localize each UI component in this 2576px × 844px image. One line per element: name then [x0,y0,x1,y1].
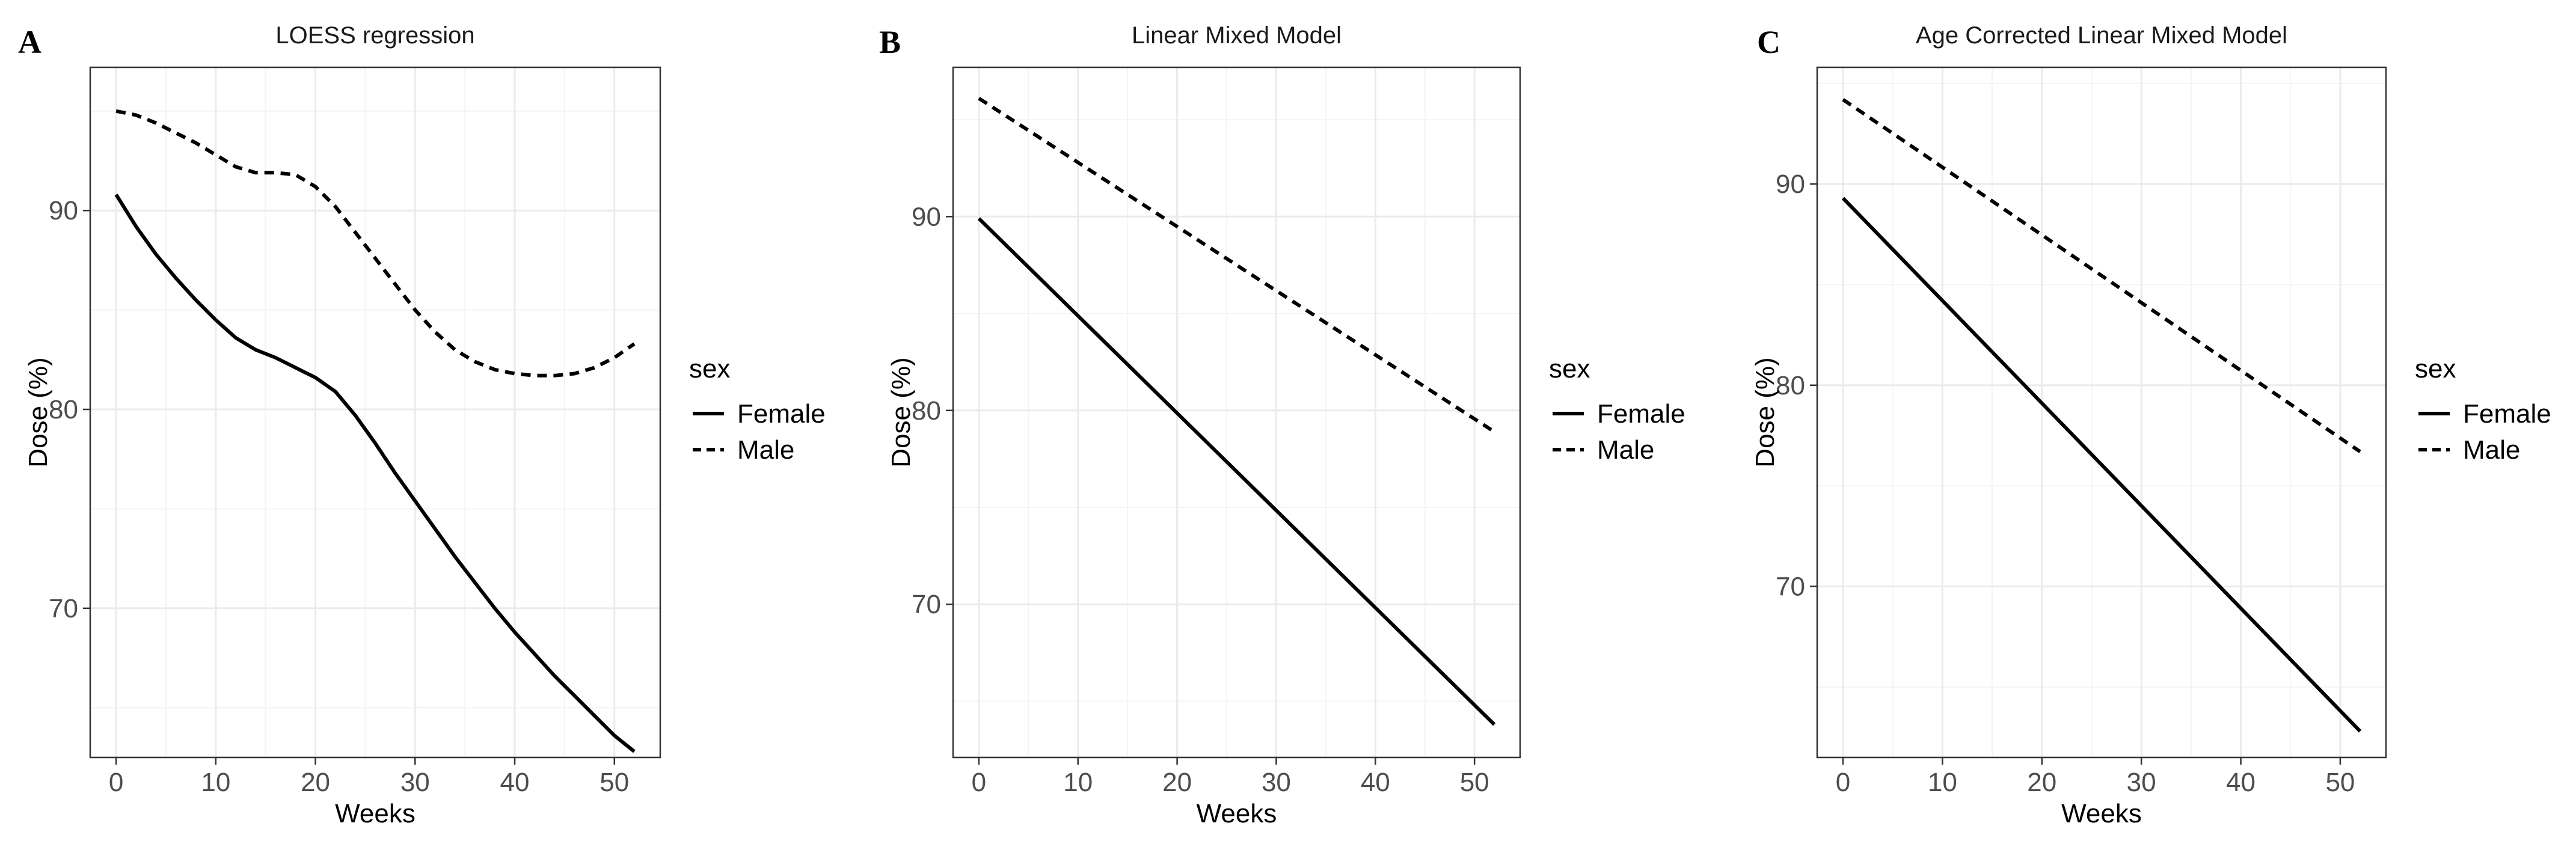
panel-c: C Age Corrected Linear Mixed Model 0 10 20 30… [1750,22,2551,828]
legend-label-male: Male [1597,435,1654,465]
plot-background [90,67,660,757]
series-line-female [1841,197,2362,733]
series-line-female [114,194,636,753]
panel-letter: C [1757,24,1780,60]
y-tick-label: 90 [49,196,78,225]
x-tick-label: 10 [1928,768,1957,797]
legend-title: sex [1549,354,1590,384]
y-tick-label: 80 [912,396,941,426]
y-axis-label: Dose (%) [886,357,916,467]
series-line-male [978,97,1495,433]
plot-title: Linear Mixed Model [1132,22,1342,49]
y-tick-label: 70 [912,590,941,619]
y-tick-label: 80 [49,395,78,424]
legend-title: sex [689,354,730,384]
panel-border [952,66,1521,759]
series-line-female [977,217,1496,726]
x-axis-label: Weeks [2061,799,2142,828]
x-tick-label: 10 [201,768,230,797]
legend-title: sex [2415,354,2456,384]
x-axis-label: Weeks [335,799,416,828]
x-tick-label: 0 [109,768,123,797]
panel-letter: B [879,24,901,60]
x-tick-label: 50 [1460,768,1489,797]
x-tick-label: 10 [1063,768,1093,797]
plot-background [1817,67,2386,757]
gridlines [90,67,660,757]
panel-a: A LOESS regression 0 10 20 30 40 50 70 80 90 Weeks D… [18,22,826,828]
x-tick-label: 50 [600,768,629,797]
x-tick-label: 30 [400,768,430,797]
x-tick-label: 50 [2325,768,2355,797]
x-tick-label: 0 [1836,768,1850,797]
x-tick-label: 40 [1361,768,1390,797]
x-tick-label: 20 [1162,768,1192,797]
y-tick-label: 70 [49,594,78,623]
legend-label-female: Female [1597,399,1685,429]
panel-letter: A [18,24,41,60]
x-axis-label: Weeks [1197,799,1277,828]
x-tick-label: 30 [2127,768,2156,797]
gridlines [953,67,1520,757]
y-tick-label: 90 [1776,170,1805,199]
gridlines [1817,67,2386,757]
plot-background [953,67,1520,757]
plot-title: LOESS regression [275,22,474,49]
y-tick-label: 80 [1776,371,1805,400]
y-axis-label: Dose (%) [23,357,53,467]
legend-label-female: Female [2463,399,2551,429]
panel-border [89,66,661,759]
x-tick-label: 20 [301,768,330,797]
x-tick-label: 0 [972,768,986,797]
legend-label-male: Male [737,435,794,465]
y-axis-label: Dose (%) [1750,357,1780,467]
x-tick-label: 20 [2027,768,2056,797]
x-tick-label: 40 [500,768,530,797]
y-tick-label: 90 [912,202,941,231]
legend-label-female: Female [737,399,826,429]
panel-b: B Linear Mixed Model 0 10 20 30 40 50 70 80 90 Week… [879,22,1685,828]
y-tick-label: 70 [1776,572,1805,602]
series-line-male [1842,98,2361,453]
x-tick-label: 30 [1262,768,1291,797]
series-line-male [115,109,636,378]
plot-title: Age Corrected Linear Mixed Model [1916,22,2287,49]
panel-border [1816,66,2387,759]
legend-label-male: Male [2463,435,2520,465]
x-tick-label: 40 [2226,768,2256,797]
